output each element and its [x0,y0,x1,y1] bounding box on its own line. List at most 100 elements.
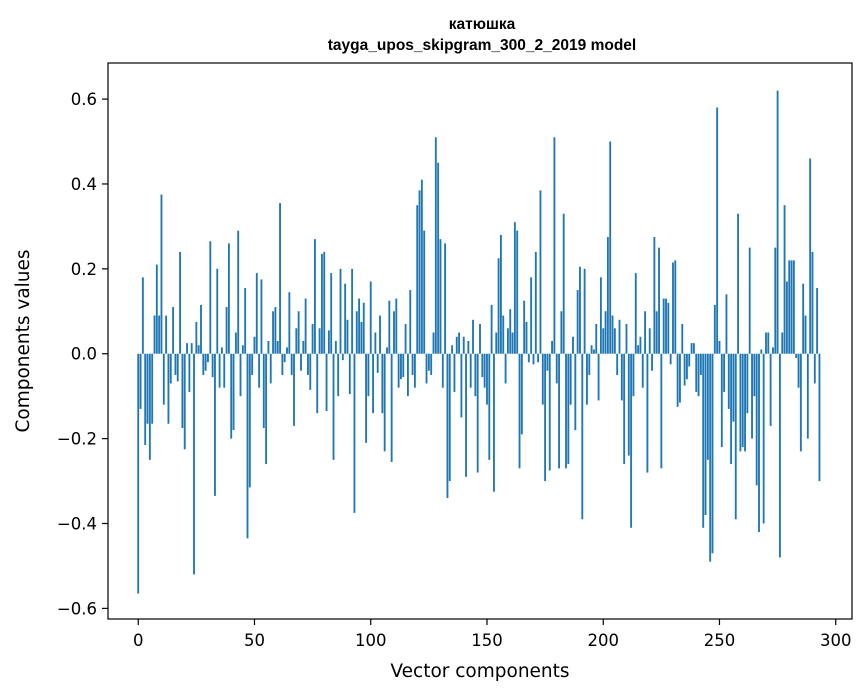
bar-195 [590,345,593,354]
bar-273 [772,347,774,354]
bar-33 [214,353,216,496]
bar-215 [637,345,640,354]
bar-109 [390,353,393,462]
bar-249 [716,107,719,354]
x-tick-label-50: 50 [244,631,265,650]
bar-253 [725,294,728,354]
bar-92 [351,268,354,354]
bar-269 [762,353,765,524]
bar-240 [695,353,698,392]
bar-157 [502,315,505,354]
bar-263 [748,247,751,354]
bar-270 [765,332,767,354]
bar-151 [488,353,491,460]
bar-261 [744,353,746,452]
bar-239 [692,343,695,354]
bar-279 [785,281,788,354]
plot-area-frame [107,62,853,620]
x-tick-label-0: 0 [133,631,144,650]
bar-58 [272,311,274,354]
bar-241 [697,353,700,397]
bar-35 [218,353,221,388]
bar-5 [148,353,151,460]
bar-201 [604,311,607,354]
bar-15 [172,307,175,354]
bar-127 [432,332,435,354]
bar-178 [551,341,553,354]
bar-237 [688,353,691,367]
bar-148 [481,353,484,378]
bar-202 [606,237,609,354]
bar-220 [648,328,651,354]
bar-51 [255,273,258,354]
bar-38 [225,307,228,354]
bar-105 [381,353,384,414]
bar-208 [620,353,623,401]
bar-172 [537,353,540,363]
bar-271 [767,332,770,354]
bar-107 [386,347,388,354]
bar-123 [423,230,426,354]
bar-56 [267,341,270,354]
bar-46 [244,287,247,354]
bar-252 [723,353,726,392]
bar-117 [409,290,412,354]
bar-94 [355,311,358,354]
bar-176 [546,353,549,371]
bar-289 [809,158,812,354]
bar-103 [376,353,379,373]
bar-135 [451,345,454,354]
bar-184 [565,353,567,469]
x-tick-label-150: 150 [471,631,503,650]
bar-97 [362,302,365,354]
bar-98 [365,353,367,443]
bar-160 [509,309,512,354]
bar-167 [525,321,528,354]
bar-27 [200,304,202,354]
bar-290 [811,251,814,354]
bar-28 [202,353,205,375]
bar-122 [420,179,423,354]
bar-209 [623,353,626,465]
bar-120 [416,205,419,354]
bar-223 [655,311,658,354]
bar-29 [204,353,207,371]
bar-251 [720,353,723,448]
bar-154 [495,332,498,354]
bar-40 [230,353,233,439]
bar-141 [465,353,467,477]
bar-22 [188,353,191,392]
bar-66 [290,353,293,375]
bar-233 [679,353,681,403]
bar-69 [297,311,300,354]
bar-57 [269,353,272,384]
bar-254 [727,353,730,409]
bar-274 [774,247,777,354]
bar-113 [400,353,402,380]
bar-146 [476,353,479,473]
bar-229 [669,353,672,365]
bar-42 [234,332,237,354]
bar-153 [493,353,495,492]
chart-title-line1: катюшка [449,16,516,33]
bar-179 [553,137,556,354]
bar-67 [293,353,295,426]
bar-118 [411,353,414,375]
bar-130 [439,239,442,354]
bar-238 [690,343,693,354]
bar-7 [153,315,156,354]
bar-72 [304,298,307,354]
bar-268 [760,349,763,354]
bar-76 [314,239,316,354]
bar-11 [162,353,165,405]
bar-288 [806,353,809,439]
bar-246 [709,353,712,562]
bar-81 [325,353,328,412]
bar-96 [360,321,363,354]
bar-136 [453,353,456,392]
bar-145 [474,353,477,397]
bar-186 [569,353,572,405]
bar-13 [167,353,170,424]
bar-205 [613,328,616,354]
bar-212 [630,353,633,528]
